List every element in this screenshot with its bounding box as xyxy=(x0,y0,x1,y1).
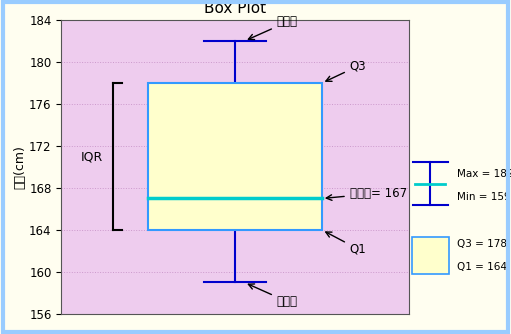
Y-axis label: 身高(cm): 身高(cm) xyxy=(13,145,27,189)
Text: Max = 182: Max = 182 xyxy=(457,169,511,179)
Text: Q3 = 178: Q3 = 178 xyxy=(457,239,507,249)
Text: IQR: IQR xyxy=(81,150,103,163)
Title: Box Plot: Box Plot xyxy=(204,1,266,16)
Bar xyxy=(148,83,322,230)
Bar xyxy=(412,237,449,274)
Text: Q1: Q1 xyxy=(326,232,366,256)
Text: Q3: Q3 xyxy=(326,59,366,81)
Text: 最大値: 最大値 xyxy=(248,15,298,39)
Text: Q1 = 164: Q1 = 164 xyxy=(457,262,507,272)
Text: 中位數= 167: 中位數= 167 xyxy=(326,187,407,200)
Text: 最小値: 最小値 xyxy=(248,284,298,308)
Text: Min = 159: Min = 159 xyxy=(457,192,511,202)
